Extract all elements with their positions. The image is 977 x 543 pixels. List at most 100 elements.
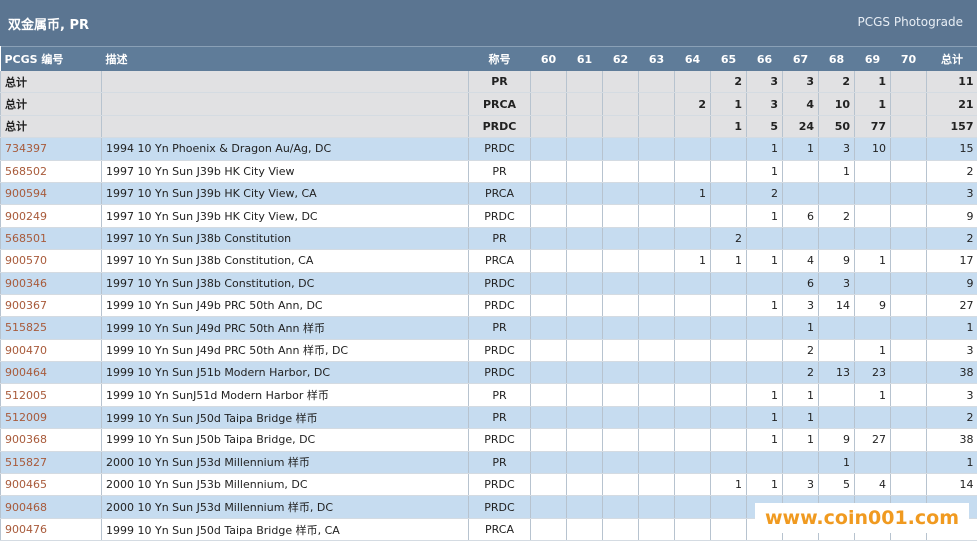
column-header: 66 (746, 46, 783, 71)
cell: 900570 (0, 249, 102, 273)
cell: 1 (854, 339, 891, 363)
cell: 1 (710, 92, 747, 116)
cell: 1 (746, 406, 783, 430)
cell (530, 71, 567, 94)
cell: 3 (782, 71, 819, 94)
cell (890, 160, 927, 183)
cell: 1 (926, 451, 977, 475)
cell (746, 272, 783, 295)
cell: 512009 (0, 406, 102, 430)
cell: PR (468, 160, 531, 183)
cell: 900368 (0, 428, 102, 452)
cell: 1 (854, 92, 891, 116)
cell: 2000 10 Yn Sun J53b Millennium, DC (101, 473, 469, 497)
cell (890, 406, 927, 430)
column-header: 67 (782, 46, 819, 71)
cell (530, 383, 567, 407)
cell: 1997 10 Yn Sun J39b HK City View, DC (101, 204, 469, 228)
cell: 38 (926, 361, 977, 385)
cell (818, 316, 855, 340)
cell (602, 406, 639, 430)
column-header: 总计 (926, 46, 977, 71)
table-row: 900570 1997 10 Yn Sun J38b Constitution, … (0, 249, 977, 273)
cell (602, 272, 639, 295)
cell (854, 204, 891, 228)
column-header: 60 (530, 46, 567, 71)
cell: PRDC (468, 115, 531, 139)
cell: 1 (674, 182, 711, 206)
cell: 14 (818, 294, 855, 318)
cell (638, 227, 675, 251)
cell: 23 (854, 361, 891, 385)
cell (602, 361, 639, 385)
cell: 1 (782, 406, 819, 430)
cell (890, 316, 927, 340)
cell (101, 92, 469, 116)
cell: 2 (746, 182, 783, 206)
cell: PRDC (468, 473, 531, 497)
cell (530, 92, 567, 116)
cell (890, 249, 927, 273)
cell (890, 227, 927, 251)
cell: 900346 (0, 272, 102, 295)
cell: 1 (746, 294, 783, 318)
cell: PRDC (468, 294, 531, 318)
cell (818, 406, 855, 430)
table-row: 900368 1999 10 Yn Sun J50b Taipa Bridge, … (0, 428, 977, 452)
cell: 2 (782, 339, 819, 363)
cell: PR (468, 316, 531, 340)
cell (674, 473, 711, 497)
cell (638, 451, 675, 475)
cell (566, 249, 603, 273)
cell (710, 406, 747, 430)
cell: PR (468, 71, 531, 94)
cell (890, 204, 927, 228)
cell: PRDC (468, 495, 531, 519)
cell (566, 92, 603, 116)
column-header: 69 (854, 46, 891, 71)
cell: 38 (926, 428, 977, 452)
cell: PRCA (468, 182, 531, 206)
cell (530, 115, 567, 139)
cell: 15 (926, 137, 977, 161)
cell: 1 (674, 249, 711, 273)
cell: 568502 (0, 160, 102, 183)
cell (602, 92, 639, 116)
cell: 1999 10 Yn SunJ51d Modern Harbor 样币 (101, 383, 469, 407)
cell (854, 160, 891, 183)
cell (566, 361, 603, 385)
column-header: 65 (710, 46, 747, 71)
cell (890, 182, 927, 206)
cell (710, 361, 747, 385)
cell: 1 (782, 428, 819, 452)
cell: PRDC (468, 428, 531, 452)
table-row: 900346 1997 10 Yn Sun J38b Constitution, … (0, 272, 977, 295)
cell (566, 451, 603, 475)
cell (710, 339, 747, 363)
cell (638, 249, 675, 273)
cell: 4 (782, 249, 819, 273)
cell (674, 227, 711, 251)
cell: 9 (854, 294, 891, 318)
cell (602, 451, 639, 475)
table-row: 900464 1999 10 Yn Sun J51b Modern Harbor,… (0, 361, 977, 385)
cell (530, 227, 567, 251)
cell: 515827 (0, 451, 102, 475)
cell (674, 339, 711, 363)
cell (638, 473, 675, 497)
cell (890, 294, 927, 318)
cell: 3 (926, 339, 977, 363)
cell: PR (468, 383, 531, 407)
cell (638, 272, 675, 295)
cell: 900594 (0, 182, 102, 206)
cell (710, 182, 747, 206)
cell: 27 (854, 428, 891, 452)
cell: 1 (926, 316, 977, 340)
cell (638, 115, 675, 139)
cell (710, 518, 747, 542)
table-row: 总计 PRCA 2 1 3 4 10 1 21 (0, 92, 977, 116)
cell (638, 137, 675, 161)
cell (602, 160, 639, 183)
cell (710, 204, 747, 228)
